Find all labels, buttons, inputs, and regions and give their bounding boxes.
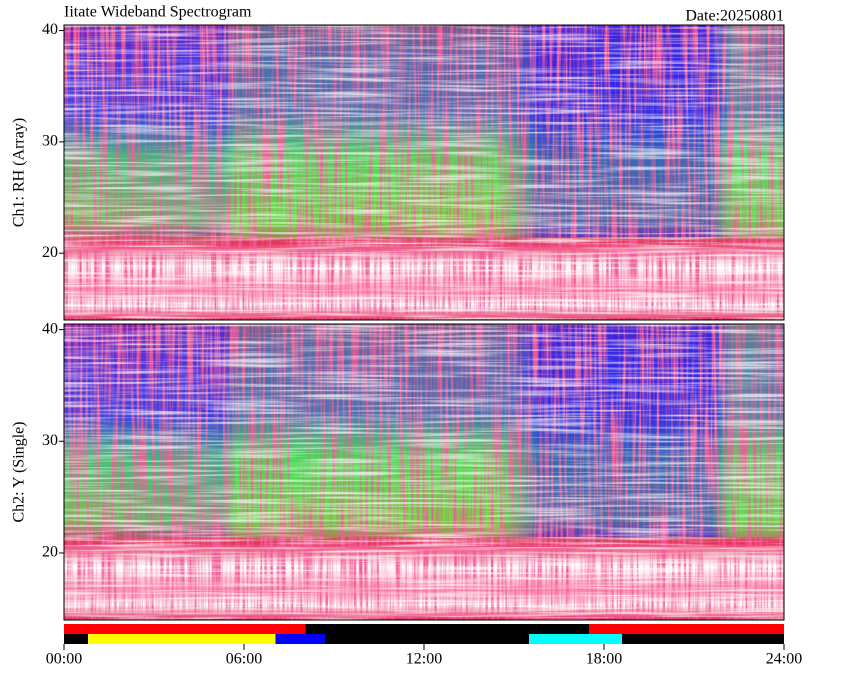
chart-title: Iitate Wideband Spectrogram — [64, 4, 252, 21]
status-segment — [64, 634, 88, 644]
status-segment — [622, 634, 784, 644]
y-tick-label: 40 — [42, 21, 58, 38]
y-axis-label: Ch2: Y (Single) — [11, 421, 28, 522]
x-tick-label: 06:00 — [226, 651, 262, 668]
y-axis-label: Ch1: RH (Array) — [11, 118, 28, 227]
status-segment — [325, 634, 529, 644]
status-segment — [529, 634, 622, 644]
x-tick-label: 18:00 — [586, 651, 622, 668]
y-tick-label: 20 — [42, 244, 58, 261]
y-tick-label: 40 — [42, 320, 58, 337]
x-tick-label: 24:00 — [766, 651, 802, 668]
spectrogram-noise — [64, 324, 784, 620]
status-segment — [305, 624, 589, 634]
y-tick-label: 30 — [42, 432, 58, 449]
spectrogram-noise — [64, 25, 784, 320]
status-segment — [589, 624, 784, 634]
date-label: Date:20250801 — [685, 8, 784, 25]
status-segment — [64, 624, 306, 634]
x-tick-label: 12:00 — [406, 651, 442, 668]
plot-frame — [63, 323, 785, 621]
status-segment — [275, 634, 325, 644]
x-tick-label: 00:00 — [46, 651, 82, 668]
y-tick-label: 20 — [42, 544, 58, 561]
plot-frame — [63, 24, 785, 321]
status-segment — [88, 634, 276, 644]
y-tick-label: 30 — [42, 133, 58, 150]
